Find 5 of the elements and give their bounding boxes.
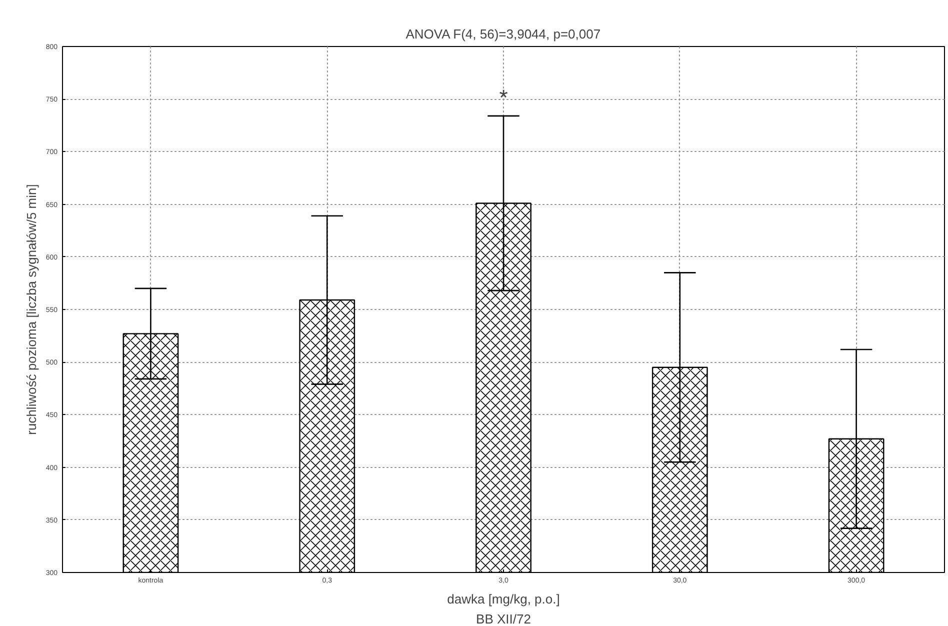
x-axis-title: dawka [mg/kg, p.o.] [447, 592, 560, 606]
text: BB XII/72 [476, 612, 531, 626]
y-axis-title: ruchliwość pozioma [liczba sygnałów/5 min] [24, 184, 39, 435]
chart-title: ANOVA F(4, 56)=3,9044, p=0,007 [406, 26, 601, 42]
annotation: * [499, 84, 508, 110]
